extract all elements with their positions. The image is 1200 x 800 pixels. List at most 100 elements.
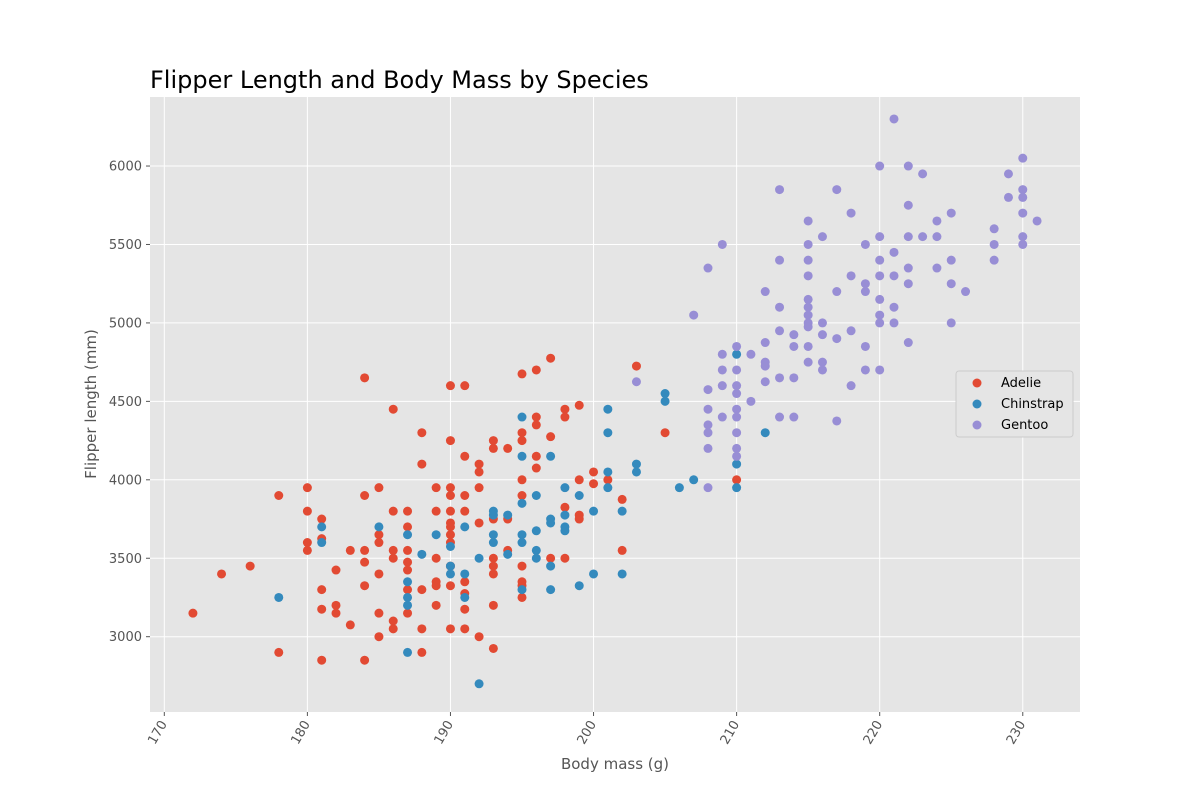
- data-point-adelie: [660, 428, 670, 438]
- data-point-adelie: [460, 451, 470, 461]
- data-point-chinstrap: [631, 459, 641, 469]
- data-point-gentoo: [746, 396, 756, 406]
- x-tick-label: 190: [432, 718, 457, 747]
- data-point-adelie: [403, 565, 413, 575]
- data-point-gentoo: [803, 310, 813, 320]
- data-point-adelie: [188, 608, 198, 618]
- chart-title: Flipper Length and Body Mass by Species: [150, 66, 649, 94]
- data-point-adelie: [403, 522, 413, 532]
- data-point-adelie: [403, 608, 413, 618]
- data-point-adelie: [488, 569, 498, 579]
- data-point-chinstrap: [403, 530, 413, 540]
- data-point-gentoo: [889, 302, 899, 312]
- data-point-adelie: [488, 561, 498, 571]
- legend: Adelie Chinstrap Gentoo: [955, 370, 1074, 438]
- data-point-chinstrap: [603, 483, 613, 493]
- legend-box: [955, 370, 1074, 438]
- data-point-gentoo: [732, 443, 742, 453]
- data-point-chinstrap: [546, 561, 556, 571]
- data-point-adelie: [388, 545, 398, 555]
- data-point-adelie: [374, 569, 384, 579]
- data-point-gentoo: [703, 428, 713, 438]
- data-point-chinstrap: [531, 553, 541, 563]
- data-point-adelie: [603, 475, 613, 485]
- data-point-gentoo: [789, 330, 799, 340]
- data-point-adelie: [445, 624, 455, 634]
- data-point-gentoo: [932, 232, 942, 242]
- data-point-adelie: [331, 600, 341, 610]
- data-point-gentoo: [817, 357, 827, 367]
- data-point-adelie: [474, 459, 484, 469]
- data-point-adelie: [374, 483, 384, 493]
- data-point-adelie: [403, 506, 413, 516]
- data-point-gentoo: [803, 322, 813, 332]
- data-point-gentoo: [889, 114, 899, 124]
- data-point-chinstrap: [689, 475, 699, 485]
- plot-area: [150, 97, 1080, 712]
- data-point-gentoo: [717, 381, 727, 391]
- data-point-chinstrap: [488, 510, 498, 520]
- data-point-gentoo: [803, 302, 813, 312]
- data-point-gentoo: [903, 338, 913, 348]
- data-point-adelie: [517, 561, 527, 571]
- data-point-adelie: [560, 502, 570, 512]
- data-point-chinstrap: [488, 530, 498, 540]
- data-point-adelie: [403, 585, 413, 595]
- data-point-adelie: [460, 381, 470, 391]
- data-point-gentoo: [803, 271, 813, 281]
- data-point-gentoo: [760, 338, 770, 348]
- data-point-adelie: [302, 538, 312, 548]
- data-point-chinstrap: [546, 518, 556, 528]
- data-point-adelie: [574, 475, 584, 485]
- data-point-chinstrap: [574, 581, 584, 591]
- data-point-gentoo: [732, 451, 742, 461]
- data-point-chinstrap: [660, 396, 670, 406]
- data-point-gentoo: [1018, 153, 1028, 163]
- data-point-adelie: [417, 459, 427, 469]
- data-point-adelie: [431, 600, 441, 610]
- x-tick-label: 200: [575, 718, 600, 747]
- data-point-adelie: [331, 565, 341, 575]
- data-point-gentoo: [875, 255, 885, 265]
- data-point-gentoo: [703, 263, 713, 273]
- data-point-adelie: [445, 381, 455, 391]
- data-point-adelie: [574, 400, 584, 410]
- data-point-adelie: [474, 632, 484, 642]
- data-point-adelie: [360, 490, 370, 500]
- data-point-chinstrap: [374, 522, 384, 532]
- data-point-chinstrap: [417, 549, 427, 559]
- data-point-adelie: [546, 353, 556, 363]
- data-point-chinstrap: [560, 526, 570, 536]
- data-point-chinstrap: [517, 451, 527, 461]
- data-point-chinstrap: [531, 545, 541, 555]
- data-point-chinstrap: [531, 490, 541, 500]
- data-point-adelie: [374, 608, 384, 618]
- data-point-gentoo: [775, 412, 785, 422]
- data-point-gentoo: [817, 318, 827, 328]
- data-point-chinstrap: [503, 510, 513, 520]
- data-point-adelie: [317, 655, 327, 665]
- data-point-gentoo: [703, 420, 713, 430]
- data-point-adelie: [488, 600, 498, 610]
- data-point-chinstrap: [403, 647, 413, 657]
- data-point-adelie: [317, 514, 327, 524]
- data-point-gentoo: [875, 365, 885, 375]
- data-point-gentoo: [946, 318, 956, 328]
- data-point-adelie: [531, 365, 541, 375]
- data-point-chinstrap: [517, 538, 527, 548]
- data-point-adelie: [488, 643, 498, 653]
- data-point-chinstrap: [589, 506, 599, 516]
- data-point-gentoo: [860, 341, 870, 351]
- data-point-adelie: [274, 490, 284, 500]
- data-point-adelie: [631, 361, 641, 371]
- data-point-chinstrap: [546, 585, 556, 595]
- data-point-gentoo: [875, 294, 885, 304]
- data-point-chinstrap: [445, 541, 455, 551]
- legend-marker-gentoo: [972, 420, 982, 430]
- data-point-gentoo: [875, 310, 885, 320]
- data-point-adelie: [546, 432, 556, 442]
- data-point-adelie: [517, 436, 527, 446]
- data-point-gentoo: [732, 381, 742, 391]
- data-point-gentoo: [717, 365, 727, 375]
- data-point-adelie: [360, 373, 370, 383]
